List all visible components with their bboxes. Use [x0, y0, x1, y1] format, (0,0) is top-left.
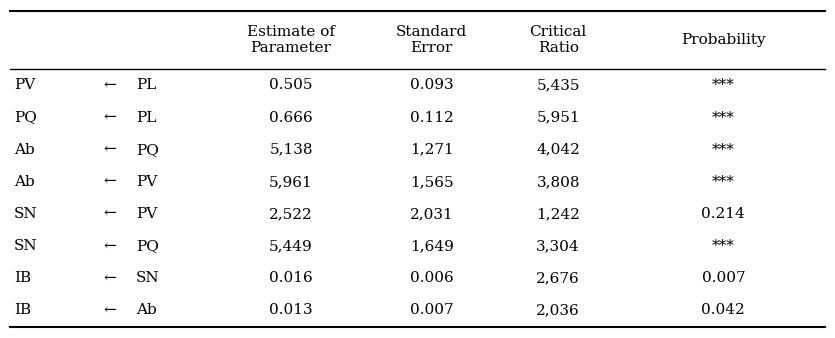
Text: Critical
Ratio: Critical Ratio	[529, 25, 587, 55]
Text: Probability: Probability	[681, 33, 766, 47]
Text: Estimate of
Parameter: Estimate of Parameter	[247, 25, 335, 55]
Text: ***: ***	[712, 111, 735, 125]
Text: ←: ←	[104, 207, 116, 221]
Text: PQ: PQ	[136, 143, 159, 157]
Text: 0.505: 0.505	[270, 78, 313, 92]
Text: ←: ←	[104, 304, 116, 317]
Text: 5,951: 5,951	[536, 111, 580, 125]
Text: 4,042: 4,042	[536, 143, 580, 157]
Text: Ab: Ab	[14, 175, 34, 189]
Text: 2,031: 2,031	[410, 207, 453, 221]
Text: ***: ***	[712, 78, 735, 92]
Text: PV: PV	[136, 207, 157, 221]
Text: ←: ←	[104, 239, 116, 253]
Text: ***: ***	[712, 239, 735, 253]
Text: IB: IB	[14, 304, 31, 317]
Text: 1,242: 1,242	[536, 207, 580, 221]
Text: 2,036: 2,036	[536, 304, 580, 317]
Text: 0.006: 0.006	[410, 271, 453, 285]
Text: ←: ←	[104, 143, 116, 157]
Text: PQ: PQ	[136, 239, 159, 253]
Text: ***: ***	[712, 175, 735, 189]
Text: IB: IB	[14, 271, 31, 285]
Text: SN: SN	[14, 239, 38, 253]
Text: 0.666: 0.666	[269, 111, 313, 125]
Text: 0.112: 0.112	[410, 111, 453, 125]
Text: PL: PL	[136, 78, 156, 92]
Text: 1,271: 1,271	[410, 143, 453, 157]
Text: 3,808: 3,808	[536, 175, 580, 189]
Text: 0.007: 0.007	[701, 271, 745, 285]
Text: 1,565: 1,565	[410, 175, 453, 189]
Text: PQ: PQ	[14, 111, 37, 125]
Text: Ab: Ab	[14, 143, 34, 157]
Text: ←: ←	[104, 111, 116, 125]
Text: 2,676: 2,676	[536, 271, 580, 285]
Text: 0.214: 0.214	[701, 207, 745, 221]
Text: 5,138: 5,138	[270, 143, 313, 157]
Text: 0.007: 0.007	[410, 304, 453, 317]
Text: 5,435: 5,435	[536, 78, 580, 92]
Text: 1,649: 1,649	[410, 239, 453, 253]
Text: ←: ←	[104, 271, 116, 285]
Text: 0.042: 0.042	[701, 304, 745, 317]
Text: 0.016: 0.016	[269, 271, 313, 285]
Text: 0.093: 0.093	[410, 78, 453, 92]
Text: 2,522: 2,522	[269, 207, 313, 221]
Text: 3,304: 3,304	[536, 239, 580, 253]
Text: PV: PV	[14, 78, 35, 92]
Text: ←: ←	[104, 78, 116, 92]
Text: PV: PV	[136, 175, 157, 189]
Text: PL: PL	[136, 111, 156, 125]
Text: Standard
Error: Standard Error	[396, 25, 468, 55]
Text: SN: SN	[14, 207, 38, 221]
Text: ←: ←	[104, 175, 116, 189]
Text: 5,961: 5,961	[269, 175, 313, 189]
Text: 0.013: 0.013	[269, 304, 313, 317]
Text: SN: SN	[136, 271, 159, 285]
Text: 5,449: 5,449	[269, 239, 313, 253]
Text: ***: ***	[712, 143, 735, 157]
Text: Ab: Ab	[136, 304, 157, 317]
